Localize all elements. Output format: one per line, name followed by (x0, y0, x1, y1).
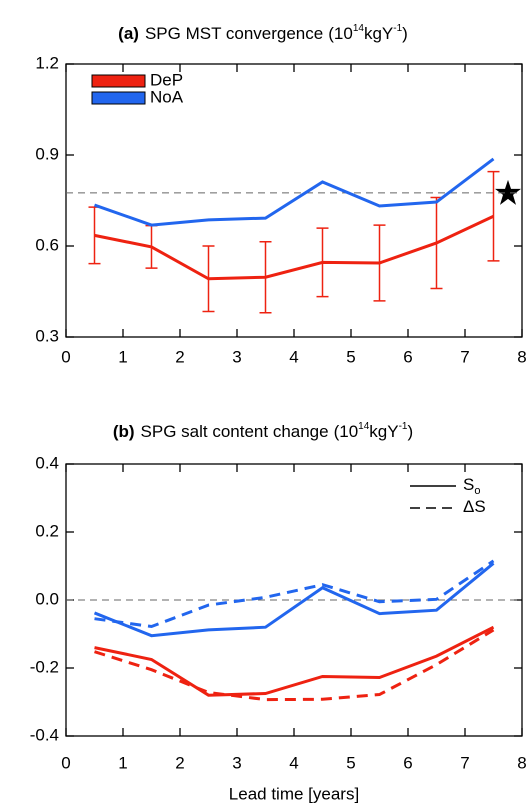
legend-label: DeP (150, 70, 183, 89)
y-tick-label: -0.2 (30, 657, 59, 676)
y-tick-label: -0.4 (30, 725, 59, 744)
y-tick-label: 1.2 (35, 53, 59, 72)
x-tick-label: 2 (175, 347, 184, 366)
title-units: ) (408, 422, 414, 441)
error-bar (373, 224, 386, 302)
panel-label: (a) (118, 24, 139, 43)
x-tick-label: 5 (346, 753, 355, 772)
legend-text: S (463, 475, 474, 494)
x-tick-label: 2 (175, 753, 184, 772)
y-tick-label: 0.2 (35, 521, 59, 540)
legend-label: So (463, 475, 480, 496)
x-tick-label: 7 (460, 753, 469, 772)
title-units: ) (402, 24, 408, 43)
legend-label: NoA (150, 87, 184, 106)
title-units: 14 (358, 421, 370, 432)
y-tick-label: 0.6 (35, 235, 59, 254)
x-tick-label: 3 (232, 753, 241, 772)
series-line (94, 625, 495, 697)
title-units: (10 (328, 24, 353, 43)
title-text: SPG salt content change (141, 422, 329, 441)
series-line (94, 157, 495, 227)
x-tick-label: 1 (118, 347, 127, 366)
title-units: -1 (393, 23, 402, 34)
title-units: kgY (364, 24, 393, 43)
legend-swatch (91, 91, 146, 105)
y-tick-label: 0.9 (35, 144, 59, 163)
series-line (94, 628, 495, 702)
series-line (93, 562, 495, 638)
x-tick-label: 3 (232, 347, 241, 366)
x-tick-label: 6 (403, 753, 412, 772)
y-tick-label: 0.0 (35, 589, 59, 608)
series-line (94, 559, 495, 629)
error-bar (487, 170, 500, 262)
x-tick-label: 8 (517, 753, 526, 772)
y-tick-label: 0.3 (35, 326, 59, 345)
x-tick-label: 6 (403, 347, 412, 366)
x-tick-label: 4 (289, 347, 298, 366)
series-line (94, 214, 495, 281)
chart-title: (b) SPG salt content change (1014kgY-1) (113, 421, 413, 442)
star-marker (495, 179, 521, 205)
title-units: -1 (399, 421, 408, 432)
error-bar (259, 241, 272, 314)
x-tick-label: 0 (61, 753, 70, 772)
x-tick-label: 4 (289, 753, 298, 772)
legend-label: ΔS (463, 497, 486, 516)
y-tick-label: 0.4 (35, 453, 59, 472)
title-text: SPG MST convergence (145, 24, 323, 43)
title-units: 14 (353, 23, 365, 34)
x-tick-label: 1 (118, 753, 127, 772)
legend-subscript: o (474, 485, 480, 497)
chart-title: (a) SPG MST convergence (1014kgY-1) (118, 23, 408, 44)
title-units: kgY (369, 422, 398, 441)
x-tick-label: 7 (460, 347, 469, 366)
title-units: (10 (334, 422, 359, 441)
panel-label: (b) (113, 422, 135, 441)
x-tick-label: 8 (517, 347, 526, 366)
error-bar (316, 227, 329, 298)
error-bar (202, 245, 215, 313)
x-axis-label: Lead time [years] (229, 784, 359, 803)
legend-swatch (91, 74, 146, 88)
x-tick-label: 5 (346, 347, 355, 366)
x-tick-label: 0 (61, 347, 70, 366)
legend-text: ΔS (463, 497, 486, 516)
